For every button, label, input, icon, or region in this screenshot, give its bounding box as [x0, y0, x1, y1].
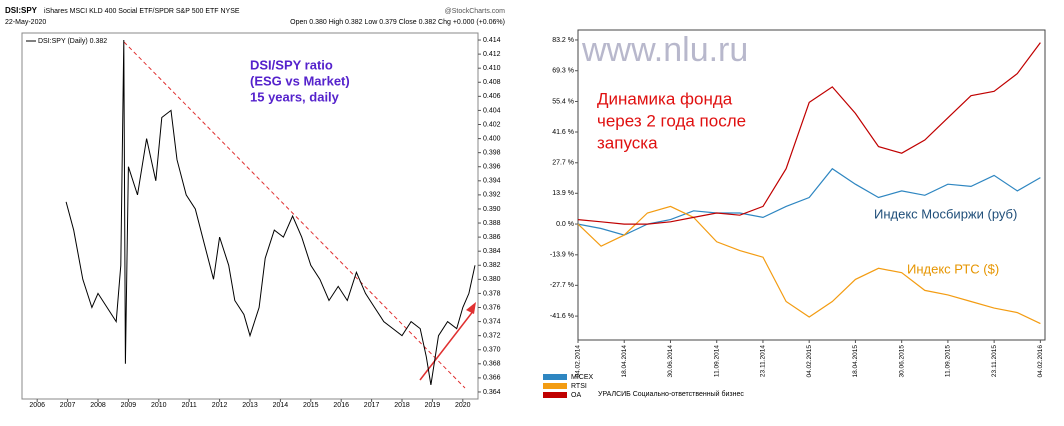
series-label: Индекс Мосбиржи (руб)	[874, 206, 1017, 221]
legend-swatch	[543, 392, 567, 398]
x-tick-label: 2012	[212, 402, 228, 409]
y-tick-label: 69.3 %	[552, 68, 574, 75]
y-tick-label: 0.364	[483, 389, 501, 396]
legend-swatch	[543, 383, 567, 389]
x-tick-label: 2006	[29, 402, 45, 409]
legend-description: УРАЛСИБ Социально-ответственный бизнес	[598, 390, 744, 398]
y-tick-label: 0.384	[483, 248, 501, 255]
x-tick-label: 30.06.2014	[667, 345, 674, 378]
symbol: DSI:SPY	[5, 6, 38, 15]
source: @StockCharts.com	[445, 8, 506, 15]
y-tick-label: 0.378	[483, 290, 501, 297]
y-tick-label: 41.6 %	[552, 129, 574, 136]
trend-line	[123, 41, 466, 389]
series-label: Индекс РТС ($)	[907, 261, 999, 276]
y-tick-label: 0.394	[483, 178, 501, 185]
x-tick-label: 2017	[364, 402, 380, 409]
legend-label: RTSI	[571, 383, 587, 390]
x-tick-label: 11.09.2015	[945, 345, 952, 377]
y-tick-label: 0.368	[483, 361, 501, 368]
y-tick-label: -27.7 %	[550, 282, 574, 289]
trend-arrow	[419, 309, 475, 381]
legend-swatch	[543, 374, 567, 380]
x-tick-label: 04.02.2015	[806, 345, 813, 378]
annotation: 15 years, daily	[250, 89, 340, 104]
legend-label: OA	[571, 392, 581, 399]
legend-label: DSI:SPY (Daily) 0.382	[38, 38, 107, 45]
watermark: www.nlu.ru	[581, 31, 748, 69]
y-tick-label: 0.366	[483, 375, 501, 382]
x-tick-label: 04.02.2016	[1037, 345, 1044, 378]
y-tick-label: -41.6 %	[550, 313, 574, 320]
quote: Open 0.380 High 0.382 Low 0.379 Close 0.…	[290, 19, 505, 26]
plot-frame	[21, 32, 479, 400]
x-tick-label: 2014	[273, 402, 289, 409]
y-tick-label: 0.412	[483, 51, 501, 58]
x-tick-label: 2007	[60, 402, 76, 409]
y-tick-label: -13.9 %	[550, 252, 574, 259]
x-tick-label: 2015	[303, 402, 319, 409]
x-tick-label: 11.09.2014	[713, 345, 720, 377]
x-tick-label: 04.02.2014	[575, 345, 582, 378]
y-tick-label: 0.370	[483, 347, 501, 354]
y-tick-label: 0.396	[483, 164, 501, 171]
y-tick-label: 0.398	[483, 149, 501, 156]
subtitle: iShares MSCI KLD 400 Social ETF/SPDR S&P…	[44, 8, 240, 15]
y-tick-label: 83.2 %	[552, 37, 574, 44]
annotation: Динамика фонда	[597, 89, 733, 108]
y-tick-label: 27.7 %	[552, 160, 574, 167]
x-tick-label: 23.11.2014	[760, 345, 767, 377]
annotation: (ESG vs Market)	[250, 73, 350, 88]
annotation: запуска	[597, 133, 658, 152]
x-tick-label: 18.04.2015	[852, 345, 859, 378]
annotation: DSI/SPY ratio	[250, 57, 333, 72]
arrow-head	[466, 302, 476, 314]
legend-label: MICEX	[571, 374, 594, 381]
series-line	[577, 167, 1041, 236]
y-tick-label: 0.406	[483, 93, 501, 100]
date: 22-May-2020	[5, 19, 46, 26]
y-tick-label: 0.0 %	[556, 221, 574, 228]
x-tick-label: 18.04.2014	[621, 345, 628, 378]
y-tick-label: 0.376	[483, 304, 501, 311]
y-tick-label: 0.388	[483, 220, 501, 227]
y-tick-label: 0.392	[483, 192, 501, 199]
x-tick-label: 2020	[455, 402, 471, 409]
y-tick-label: 0.390	[483, 206, 501, 213]
x-tick-label: 2016	[333, 402, 349, 409]
x-tick-label: 30.06.2015	[898, 345, 905, 378]
y-tick-label: 0.402	[483, 121, 501, 128]
y-tick-label: 0.380	[483, 276, 501, 283]
annotation: через 2 года после	[597, 111, 746, 130]
y-tick-label: 55.4 %	[552, 98, 574, 105]
x-tick-label: 2013	[242, 402, 258, 409]
x-tick-label: 2009	[121, 402, 137, 409]
y-tick-label: 13.9 %	[552, 190, 574, 197]
y-tick-label: 0.408	[483, 79, 501, 86]
series-line	[577, 42, 1041, 225]
y-tick-label: 0.410	[483, 65, 501, 72]
plot-frame	[577, 29, 1046, 341]
y-tick-label: 0.414	[483, 37, 501, 44]
y-tick-label: 0.382	[483, 262, 501, 269]
y-tick-label: 0.404	[483, 107, 501, 114]
x-tick-label: 23.11.2015	[991, 345, 998, 377]
series-line	[577, 205, 1041, 325]
y-tick-label: 0.372	[483, 332, 501, 339]
x-tick-label: 2008	[90, 402, 106, 409]
y-tick-label: 0.386	[483, 234, 501, 241]
x-tick-label: 2010	[151, 402, 167, 409]
y-tick-label: 0.400	[483, 135, 501, 142]
x-tick-label: 2019	[425, 402, 441, 409]
x-tick-label: 2011	[182, 402, 197, 409]
y-tick-label: 0.374	[483, 318, 501, 325]
series-line	[65, 39, 476, 385]
x-tick-label: 2018	[394, 402, 410, 409]
